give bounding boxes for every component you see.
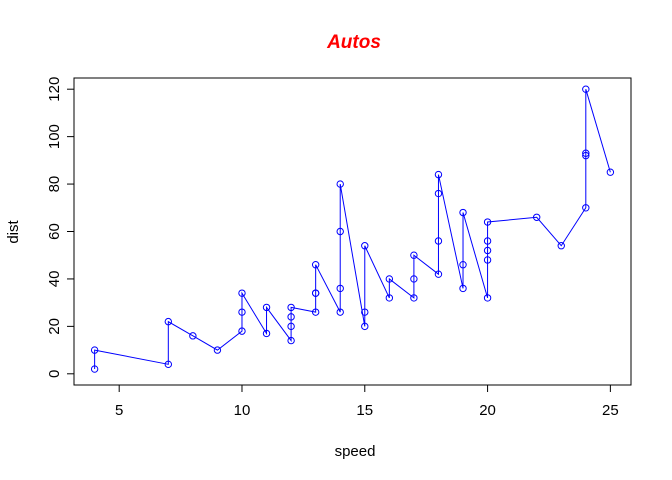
y-tick-label: 40 (46, 271, 63, 288)
data-point (459, 208, 467, 217)
series-layer (90, 85, 615, 373)
data-point (582, 149, 590, 157)
data-point (385, 275, 394, 283)
data-point (311, 308, 320, 316)
data-point (262, 303, 271, 312)
series-line (94, 89, 611, 370)
data-point (483, 256, 492, 264)
x-tick-label: 25 (602, 402, 619, 419)
data-point (238, 308, 246, 316)
data-point (410, 275, 418, 283)
data-point (238, 289, 246, 297)
data-point (557, 242, 565, 250)
data-point (90, 346, 99, 354)
data-point (90, 365, 99, 373)
data-point (483, 246, 492, 255)
data-point (434, 189, 443, 198)
data-point (385, 294, 394, 302)
data-point (287, 313, 295, 321)
data-point (262, 329, 271, 338)
y-tick-label: 60 (46, 223, 63, 240)
data-point (410, 251, 418, 259)
data-point (189, 332, 197, 340)
data-point (287, 336, 295, 345)
data-point (336, 308, 344, 316)
chart-title: Autos (326, 32, 381, 53)
y-tick-label: 0 (46, 370, 63, 378)
data-point (483, 237, 492, 245)
x-axis: 5 10 15 20 25 (115, 384, 619, 419)
data-point (434, 170, 443, 179)
plot-box (73, 77, 632, 386)
data-point (164, 360, 173, 369)
x-tick-label: 10 (234, 402, 251, 419)
data-point (287, 322, 295, 331)
y-tick-label: 80 (46, 176, 63, 193)
data-point (361, 242, 369, 250)
data-point (459, 284, 467, 293)
data-point (287, 303, 295, 312)
x-axis-title: speed (335, 443, 376, 460)
data-point (311, 261, 320, 269)
x-tick-label: 15 (356, 402, 373, 419)
data-point (311, 289, 320, 297)
x-tick-label: 20 (479, 402, 496, 419)
y-axis-title: dist (5, 219, 22, 243)
data-point (336, 284, 344, 293)
data-point (582, 85, 590, 93)
data-point (336, 227, 344, 236)
y-tick-label: 100 (46, 124, 63, 149)
data-point (361, 322, 369, 331)
x-tick-label: 5 (115, 402, 123, 419)
data-point (410, 294, 418, 302)
y-tick-label: 20 (46, 318, 63, 335)
data-point (164, 317, 173, 326)
y-tick-label: 120 (46, 77, 63, 102)
data-point (434, 270, 443, 278)
data-point (459, 261, 467, 269)
data-point (582, 151, 590, 160)
data-point (483, 294, 492, 302)
data-point (483, 218, 492, 226)
data-point (361, 308, 369, 316)
y-axis: 0 20 40 60 80 100 120 (46, 77, 75, 378)
data-point (606, 168, 615, 176)
data-point (532, 213, 541, 221)
data-point (336, 180, 344, 188)
data-point (582, 204, 590, 212)
data-point (213, 346, 222, 354)
data-point (434, 237, 443, 245)
data-point (238, 327, 246, 335)
